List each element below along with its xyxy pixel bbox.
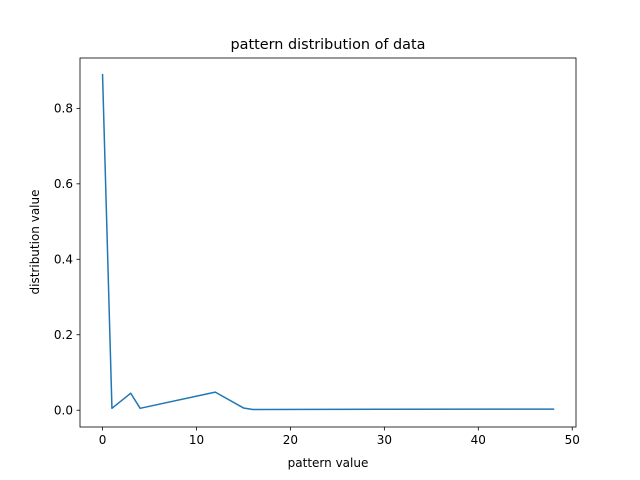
x-axis-label: pattern value (288, 456, 369, 470)
data-point (139, 408, 141, 410)
data-point (130, 392, 132, 394)
plot-area: 0 10 20 30 40 50 0.0 0.2 0.4 0.6 0.8 (54, 57, 580, 447)
chart-title: pattern distribution of data (231, 37, 426, 53)
y-tick-label: 0.8 (54, 102, 73, 116)
axes-frame (79, 57, 577, 428)
y-tick-label: 0.4 (54, 253, 73, 267)
x-tick-label: 40 (471, 433, 486, 447)
data-point (252, 409, 254, 411)
x-tick-label: 20 (283, 433, 298, 447)
data-point (102, 74, 104, 76)
x-tick-label: 50 (565, 433, 580, 447)
x-tick-label: 30 (377, 433, 392, 447)
data-point (243, 407, 245, 409)
y-axis-label: distribution value (28, 190, 42, 295)
y-tick-label: 0.2 (54, 328, 73, 342)
data-point (553, 408, 555, 410)
y-tick-label: 0.0 (54, 404, 73, 418)
data-point (111, 408, 113, 410)
x-tick-label: 0 (99, 433, 107, 447)
series-line-0 (101, 74, 555, 411)
x-tick-label: 10 (189, 433, 204, 447)
y-tick-label: 0.6 (54, 177, 73, 191)
data-point (215, 391, 217, 393)
